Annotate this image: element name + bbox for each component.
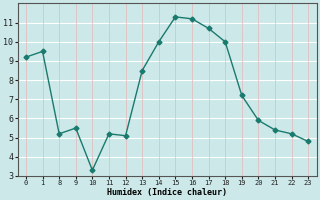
X-axis label: Humidex (Indice chaleur): Humidex (Indice chaleur) xyxy=(107,188,227,197)
